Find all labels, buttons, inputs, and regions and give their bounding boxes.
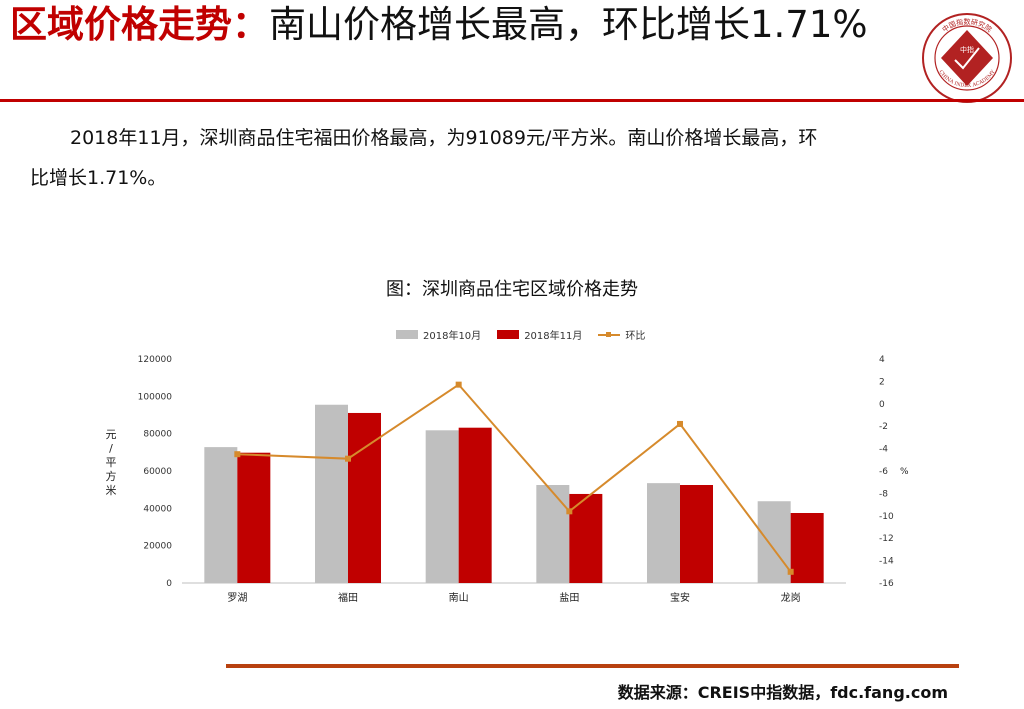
line-mom-series: [237, 383, 792, 573]
bar-2018-10: [757, 501, 791, 583]
legend-label-oct: 2018年10月: [423, 330, 482, 342]
x-tick-label: 罗湖: [227, 592, 247, 604]
bar-2018-10: [425, 430, 459, 583]
y-axis-label-char: 元: [105, 428, 117, 441]
y2-axis-label: %: [900, 467, 909, 477]
chart-legend: 2018年10月 2018年11月 环比: [396, 326, 661, 342]
y2-tick-label: -12: [879, 534, 894, 544]
point-mom: [677, 420, 683, 427]
legend-swatch-nov: [497, 329, 520, 339]
y2-tick-label: 2: [879, 377, 885, 387]
bar-2018-10: [204, 447, 238, 583]
legend-item-nov: 2018年11月: [497, 327, 582, 342]
y-axis-label: 元 / 平方米: [104, 428, 118, 498]
bar-2018-10: [315, 404, 348, 583]
bar-2018-10: [647, 483, 680, 583]
y-axis-label-char: 平: [105, 456, 117, 469]
y2-tick-label: -10: [879, 512, 894, 522]
x-tick-label: 南山: [449, 591, 469, 604]
bar-2018-11: [790, 513, 824, 583]
y2-tick-label: -8: [879, 489, 888, 499]
x-tick-label: 宝安: [670, 591, 690, 604]
china-index-academy-logo: 中国指数研究院 CHINA INDEX ACADEMY 中指: [922, 13, 1012, 103]
logo-center-text: 中指: [960, 45, 974, 54]
point-mom: [345, 455, 351, 462]
bar-2018-11: [569, 493, 603, 583]
point-mom: [234, 451, 241, 458]
y2-tick-label: -2: [879, 422, 888, 432]
description-line-2: 比增长1.71%。: [30, 167, 167, 189]
bar-2018-10: [536, 485, 570, 583]
y-axis-label-char: 方: [105, 470, 117, 483]
y-tick-label: 60000: [143, 467, 172, 477]
description: 2018年11月，深圳商品住宅福田价格最高，为91089元/平方米。南山价格增长…: [30, 118, 1005, 198]
x-tick-label: 龙岗: [781, 591, 801, 604]
title-rest: 南山价格增长最高，环比增长1.71%: [269, 3, 868, 46]
bar-2018-11: [680, 485, 713, 583]
y-tick-label: 20000: [143, 542, 172, 552]
y-tick-label: 80000: [143, 430, 172, 440]
bar-2018-11: [348, 412, 381, 583]
legend-label-mom: 环比: [625, 330, 646, 342]
point-mom: [787, 568, 794, 575]
y-tick-label: 120000: [138, 355, 173, 365]
y-tick-label: 100000: [138, 392, 173, 402]
page-title: 区域价格走势：南山价格增长最高，环比增长1.71%: [10, 2, 910, 48]
bar-2018-11: [237, 452, 271, 583]
point-mom: [455, 381, 462, 388]
y2-tick-label: 0: [879, 400, 885, 410]
x-tick-label: 盐田: [559, 591, 579, 604]
legend-label-nov: 2018年11月: [524, 330, 583, 342]
y2-tick-label: -6: [879, 467, 888, 477]
y-tick-label: 40000: [143, 504, 172, 514]
point-mom: [566, 508, 573, 515]
y2-tick-label: -4: [879, 445, 888, 455]
y2-tick-label: 4: [879, 355, 885, 365]
title-underline: [0, 99, 1024, 102]
legend-swatch-oct: [396, 329, 418, 339]
y-tick-label: 0: [166, 579, 172, 589]
bar-2018-11: [458, 427, 492, 583]
legend-item-mom: 环比: [598, 327, 645, 342]
chart-caption: 图：深圳商品住宅区域价格走势: [386, 279, 638, 300]
y2-tick-label: -14: [879, 557, 894, 567]
y2-tick-label: -16: [879, 579, 894, 589]
y-axis-label-char: /: [109, 442, 113, 455]
legend-swatch-mom: [598, 330, 621, 339]
title-highlight: 区域价格走势：: [10, 3, 269, 46]
data-source: 数据来源：CREIS中指数据，fdc.fang.com: [617, 683, 948, 702]
y-axis-label-char: 米: [105, 484, 117, 497]
description-line-1: 2018年11月，深圳商品住宅福田价格最高，为91089元/平方米。南山价格增长…: [70, 127, 818, 149]
legend-item-oct: 2018年10月: [396, 327, 481, 342]
footer-rule: [226, 664, 959, 668]
x-tick-label: 福田: [338, 591, 358, 604]
